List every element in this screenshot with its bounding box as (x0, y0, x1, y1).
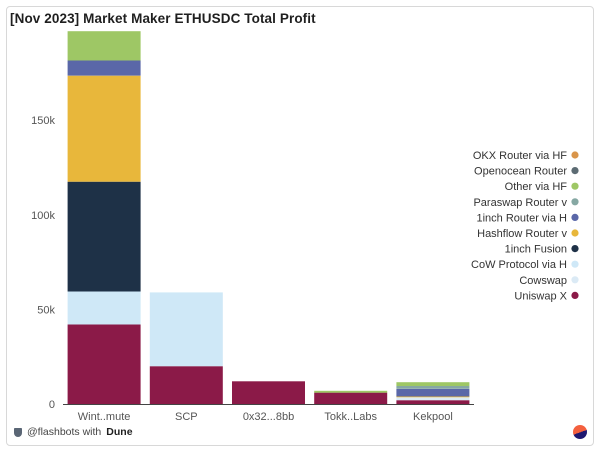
footer-handle[interactable]: @flashbots with (27, 426, 102, 438)
legend-label[interactable]: 1inch Router via H (477, 212, 568, 224)
bar-segment[interactable] (396, 388, 470, 397)
footer-brand[interactable]: Dune (106, 426, 133, 438)
flashbots-shield-icon (14, 427, 22, 437)
bars-group (67, 31, 470, 405)
legend-label[interactable]: Hashflow Router v (477, 228, 567, 240)
bar-segment[interactable] (314, 392, 388, 404)
x-tick-label: SCP (175, 411, 198, 423)
legend-label[interactable]: Cowswap (519, 275, 567, 287)
x-tick-label: Tokk..Labs (324, 411, 377, 423)
legend-swatch (571, 213, 579, 221)
legend-label[interactable]: OKX Router via HF (473, 150, 567, 162)
y-tick-labels: 0 50k 100k 150k (31, 115, 55, 411)
legend-label[interactable]: Paraswap Router v (473, 197, 567, 209)
legend-swatch (571, 291, 579, 299)
legend-label[interactable]: 1inch Fusion (505, 244, 567, 256)
y-tick-label: 100k (31, 210, 55, 222)
footer: @flashbots with Dune (14, 426, 133, 438)
bar-segment[interactable] (314, 390, 388, 393)
bar-segment[interactable] (67, 60, 141, 76)
legend-label[interactable]: Openocean Router (474, 166, 567, 178)
bar-segment[interactable] (67, 291, 141, 325)
x-tick-label: 0x32...8bb (243, 411, 294, 423)
bar-segment[interactable] (67, 181, 141, 292)
legend-label[interactable]: Other via HF (505, 181, 568, 193)
x-tick-label: Kekpool (413, 411, 453, 423)
legend-swatch (571, 182, 579, 190)
bar-segment[interactable] (149, 366, 223, 404)
legend-swatch (571, 260, 579, 268)
legend-label[interactable]: CoW Protocol via H (471, 259, 567, 271)
y-tick-label: 150k (31, 115, 55, 127)
legend: OKX Router via HF Openocean Router Other v… (471, 150, 579, 302)
legend-swatch (571, 276, 579, 284)
legend-swatch (571, 245, 579, 253)
bar-segment[interactable] (149, 292, 223, 367)
x-tick-label: Wint..mute (78, 411, 131, 423)
bar-segment[interactable] (396, 397, 470, 401)
bar-segment[interactable] (232, 381, 305, 404)
bar-segment[interactable] (67, 324, 141, 405)
dune-logo-icon[interactable] (573, 425, 587, 439)
bar-segment[interactable] (396, 400, 470, 404)
legend-swatch (571, 151, 579, 159)
legend-swatch (571, 167, 579, 175)
legend-swatch (571, 198, 579, 206)
bar-segment[interactable] (67, 31, 141, 61)
x-tick-labels: Wint..mute SCP 0x32...8bb Tokk..Labs Kekpool (78, 411, 453, 423)
legend-swatch (571, 229, 579, 237)
bar-segment[interactable] (396, 386, 470, 389)
y-tick-label: 50k (37, 304, 55, 316)
legend-label[interactable]: Uniswap X (514, 290, 567, 302)
bar-segment[interactable] (67, 75, 141, 182)
bar-segment[interactable] (396, 382, 470, 386)
y-tick-label: 0 (49, 399, 55, 411)
chart-title: [Nov 2023] Market Maker ETHUSDC Total Pr… (10, 11, 316, 26)
bar-segment[interactable] (396, 396, 470, 398)
